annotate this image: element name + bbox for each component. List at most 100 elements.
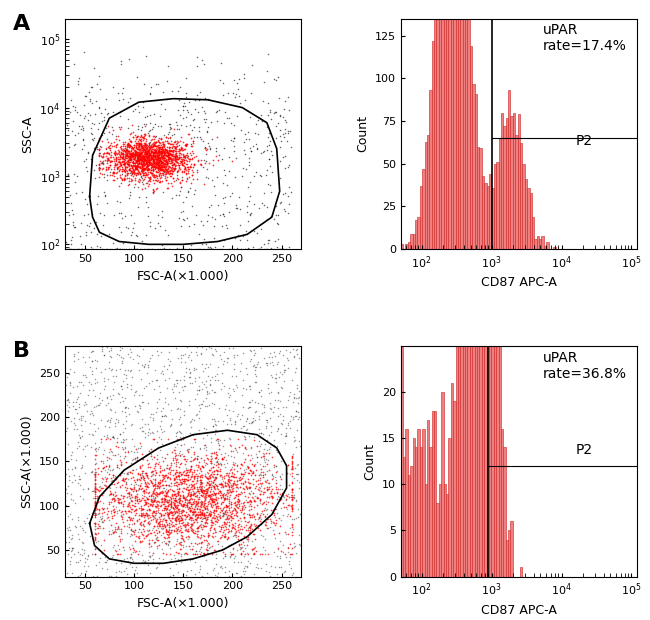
Point — [129, 158, 139, 168]
Point — [159, 536, 169, 546]
Point — [139, 526, 150, 536]
Point — [296, 420, 306, 430]
Point — [171, 117, 181, 126]
Bar — [448, 0, 450, 249]
Point — [172, 500, 183, 510]
Point — [120, 141, 130, 151]
Point — [105, 466, 116, 476]
Point — [105, 489, 116, 498]
Point — [212, 369, 222, 379]
Point — [231, 466, 242, 476]
Point — [63, 439, 73, 449]
Point — [206, 456, 216, 466]
Point — [260, 520, 270, 530]
Point — [166, 179, 177, 188]
Point — [199, 521, 209, 531]
Point — [196, 399, 206, 409]
Point — [103, 154, 113, 164]
Point — [145, 462, 155, 472]
Point — [150, 137, 161, 147]
Point — [111, 140, 121, 150]
Point — [286, 485, 296, 495]
Point — [77, 537, 87, 547]
Point — [241, 384, 252, 394]
Point — [293, 530, 304, 540]
Point — [179, 548, 190, 558]
Point — [165, 141, 176, 151]
Bar — [489, 0, 491, 577]
Bar — [477, 0, 480, 577]
Point — [240, 542, 250, 552]
Point — [194, 126, 205, 136]
Point — [198, 547, 208, 557]
Point — [73, 128, 83, 138]
Point — [145, 144, 155, 154]
Point — [148, 187, 158, 197]
Point — [143, 539, 153, 549]
Point — [164, 143, 174, 153]
Point — [135, 443, 146, 453]
Point — [101, 151, 112, 161]
Point — [264, 466, 274, 476]
Point — [62, 395, 72, 405]
Point — [202, 503, 213, 513]
Point — [190, 502, 200, 512]
Point — [205, 506, 215, 516]
Point — [286, 519, 296, 529]
Point — [149, 497, 159, 507]
Point — [196, 484, 207, 494]
Point — [286, 504, 296, 514]
Point — [127, 513, 138, 523]
Point — [150, 151, 160, 161]
Point — [148, 158, 158, 168]
Point — [231, 490, 241, 500]
Point — [170, 445, 180, 455]
Point — [194, 461, 204, 471]
Point — [103, 148, 113, 158]
Point — [256, 464, 266, 474]
Point — [278, 244, 288, 254]
Point — [243, 128, 254, 138]
Point — [237, 163, 248, 173]
Point — [168, 570, 179, 580]
Point — [278, 132, 289, 142]
Point — [144, 156, 154, 166]
Point — [235, 464, 245, 474]
Point — [158, 170, 168, 180]
Point — [185, 495, 195, 505]
Point — [133, 121, 143, 131]
Point — [227, 519, 237, 529]
Point — [159, 495, 170, 505]
Point — [138, 500, 149, 510]
Point — [77, 125, 88, 135]
Point — [210, 242, 220, 252]
Point — [111, 474, 121, 484]
Point — [218, 193, 228, 203]
Point — [190, 489, 200, 498]
Point — [227, 472, 238, 482]
Point — [173, 487, 183, 497]
Point — [268, 508, 278, 518]
Point — [136, 130, 147, 140]
Point — [183, 489, 194, 499]
Point — [112, 433, 122, 443]
Point — [174, 152, 184, 162]
Point — [140, 142, 150, 152]
Point — [197, 516, 207, 526]
Point — [224, 565, 234, 575]
Point — [111, 148, 121, 157]
Point — [95, 512, 105, 522]
Point — [176, 350, 186, 360]
Point — [235, 489, 246, 498]
Point — [180, 163, 190, 173]
Point — [118, 150, 128, 160]
Point — [97, 503, 107, 513]
Point — [168, 507, 179, 517]
Point — [157, 494, 167, 504]
Point — [126, 495, 136, 505]
Point — [289, 492, 300, 502]
Point — [126, 552, 136, 562]
Point — [247, 492, 257, 502]
Point — [280, 549, 291, 559]
Point — [289, 436, 299, 446]
